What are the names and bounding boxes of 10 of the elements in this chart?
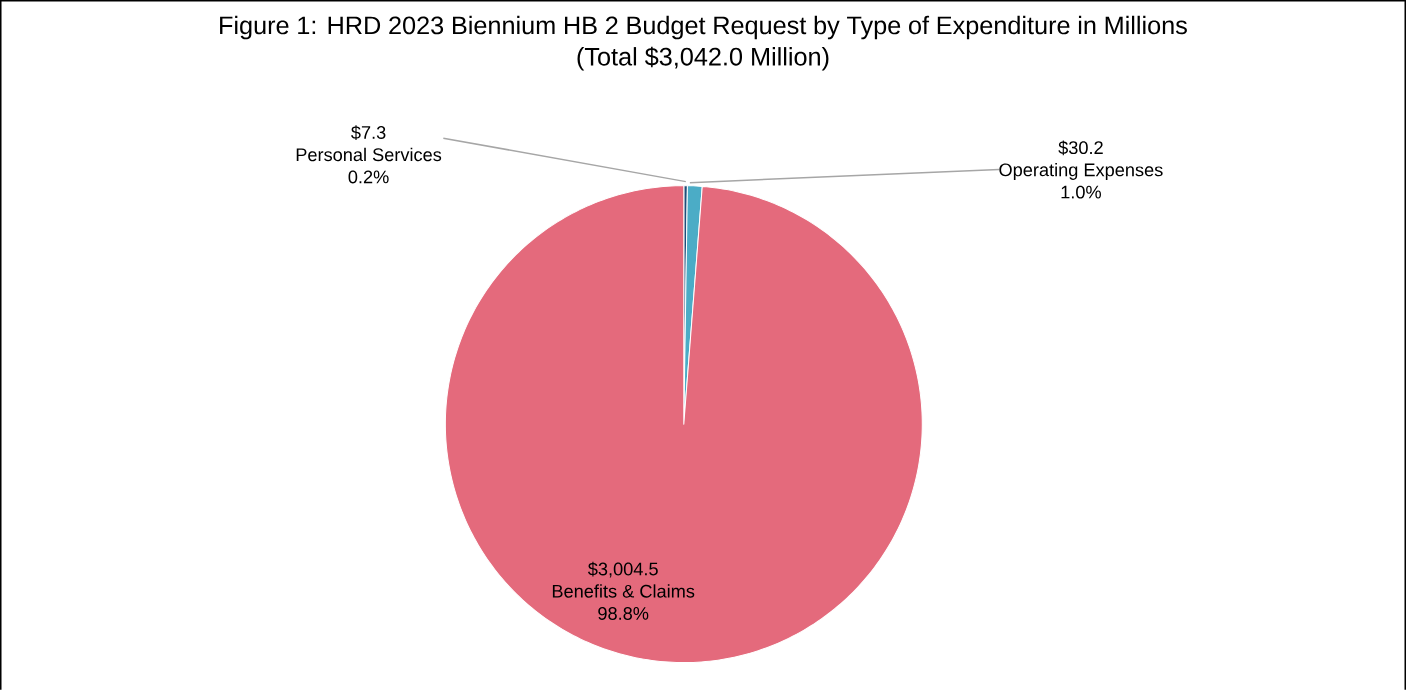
text: 98.8% [598, 607, 649, 621]
chart-title: Figure 1: HRD 2023 Biennium HB 2 Budget Request by Type of Expenditure in Millions (Total $3,042.0 Million) [220, 15, 1187, 71]
data-label: $30.2 [1058, 140, 1103, 156]
data-label: $7.3 [351, 125, 386, 141]
text: 0.2% [348, 170, 389, 184]
text: 1.0% [1061, 185, 1101, 199]
slice-label: Operating Expenses [999, 163, 1163, 181]
slice-label: Benefits & Claims [552, 584, 695, 598]
slice-label: Personal Services [296, 147, 442, 162]
data-label: $3,004.5 [587, 561, 658, 578]
